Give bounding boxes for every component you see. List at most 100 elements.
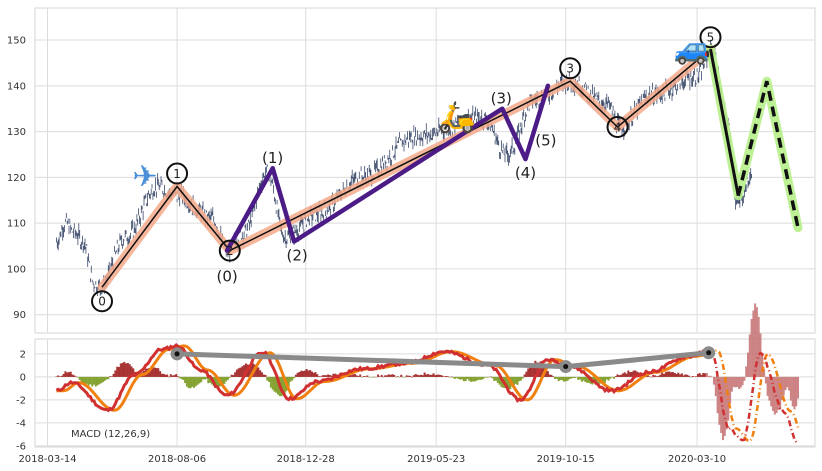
macd-hist-bar — [380, 374, 383, 377]
macd-hist-bar — [162, 373, 165, 377]
macd-hist-bar — [187, 376, 190, 388]
macd-hist-bar — [688, 375, 690, 377]
macd-hist-bar — [239, 367, 242, 377]
macd-hist-bar — [93, 376, 95, 385]
macd-hist-bar — [722, 376, 724, 441]
macd-hist-bar — [330, 375, 333, 377]
macd-hist-bar — [697, 373, 699, 377]
macd-hist-bar — [368, 376, 371, 378]
macd-hist-bar — [623, 372, 626, 377]
macd-hist-bar — [495, 376, 497, 381]
macd-hist-bar — [507, 376, 510, 390]
macd-hist-bar — [621, 373, 624, 377]
macd-hist-bar — [604, 376, 606, 383]
macd-hist-bar — [362, 376, 365, 377]
correction-solid — [709, 48, 740, 196]
macd-hist-bar — [554, 376, 556, 379]
macd-hist-bar — [632, 370, 635, 377]
macd-hist-bar — [171, 375, 174, 377]
macd-hist-bar — [684, 374, 687, 377]
x-tick-label: 2018-08-06 — [148, 454, 206, 465]
chart-markers: ✈ 🛵 🚙 — [132, 31, 711, 194]
macd-hist-bar — [620, 374, 623, 377]
macd-hist-bar — [532, 363, 535, 377]
macd-hist-bar — [230, 374, 233, 377]
macd-hist-bar — [427, 374, 430, 377]
macd-hist-bar — [282, 376, 285, 394]
macd-hist-bar — [711, 376, 714, 378]
macd-annotation: MACD (12,26,9) — [71, 429, 150, 440]
macd-hist-bar — [420, 374, 422, 377]
macd-hist-bar — [546, 371, 549, 377]
macd-hist-bar — [784, 376, 787, 391]
macd-hist-bar — [60, 375, 63, 377]
airplane-icon: ✈ — [132, 160, 157, 195]
macd-hist-bar — [695, 376, 698, 377]
macd-hist-bar — [311, 371, 313, 377]
macd-hist-bar — [64, 371, 67, 377]
macd-hist-bar — [677, 372, 680, 377]
macd-hist-bar — [698, 373, 701, 377]
price-y-tick-label: 110 — [7, 219, 26, 230]
macd-hist-bar — [157, 368, 160, 377]
macd-hist-bar — [630, 372, 633, 377]
macd-hist-bar — [98, 376, 101, 385]
macd-y-tick-labels: 2 0 -2 -4 -6 — [16, 349, 26, 452]
macd-hist-bar — [443, 376, 446, 377]
macd-hist-bar — [73, 375, 76, 377]
x-tick-labels: 2018-03-14 2018-08-06 2018-12-28 2019-05-23… — [18, 454, 726, 465]
macd-hist-bar — [529, 367, 531, 377]
wave-label: 2 — [226, 244, 234, 258]
macd-hist-bar — [275, 376, 278, 393]
macd-hist-bar — [575, 376, 578, 378]
macd-hist-bar — [661, 372, 664, 377]
macd-hist-bar — [446, 376, 449, 377]
macd-hist-bar — [180, 376, 183, 379]
macd-hist-bar — [505, 376, 508, 389]
macd-hist-bar — [616, 374, 619, 377]
macd-hist-bar — [323, 375, 326, 377]
macd-hist-bar — [611, 376, 614, 378]
x-tick-label: 2018-03-14 — [18, 454, 76, 465]
macd-hist-bar — [705, 373, 708, 377]
macd-hist-bar — [487, 376, 490, 378]
macd-hist-bar — [364, 376, 367, 377]
macd-hist-bar — [732, 376, 735, 387]
macd-hist-bar — [69, 371, 72, 377]
macd-gray-trendline — [170, 346, 716, 374]
macd-hist-bar — [555, 376, 558, 379]
macd-y-tick-label: 2 — [20, 349, 26, 360]
wave-label-circle — [699, 26, 722, 49]
macd-hist-bar — [241, 366, 244, 377]
macd-hist-bar — [795, 376, 798, 407]
macd-hist-bar — [84, 376, 86, 384]
macd-hist-bar — [405, 375, 408, 377]
macd-hist-bar — [530, 364, 533, 377]
macd-hist-bar — [260, 372, 263, 377]
macd-hist-bar — [125, 363, 128, 377]
macd-hist-bar — [234, 372, 237, 377]
macd-hist-bar — [309, 370, 312, 377]
macd-hist-bar — [673, 373, 676, 377]
macd-hist-bar — [87, 376, 90, 386]
macd-hist-bar — [723, 376, 726, 436]
macd-hist-bar — [480, 376, 483, 380]
macd-hist-bar — [289, 376, 292, 382]
macd-hist-bar — [605, 376, 608, 380]
macd-hist-bar — [729, 376, 732, 404]
macd-hist-bar — [768, 376, 771, 401]
macd-hist-bar — [586, 376, 589, 383]
macd-hist-bar — [80, 376, 83, 382]
macd-hist-bar — [450, 376, 453, 378]
macd-hist-bar — [151, 367, 154, 377]
macd-hist-bar — [110, 376, 113, 377]
macd-hist-bar — [648, 376, 651, 377]
macd-hist-bar — [516, 376, 519, 385]
macd-hist-bar — [759, 333, 762, 377]
macd-hist-bar — [707, 375, 710, 377]
macd-hist-bar — [155, 368, 158, 377]
macd-hist-bar — [62, 374, 65, 377]
macd-hist-bar — [359, 374, 362, 377]
macd-hist-bar — [153, 367, 156, 377]
macd-hist-bar — [570, 376, 573, 379]
